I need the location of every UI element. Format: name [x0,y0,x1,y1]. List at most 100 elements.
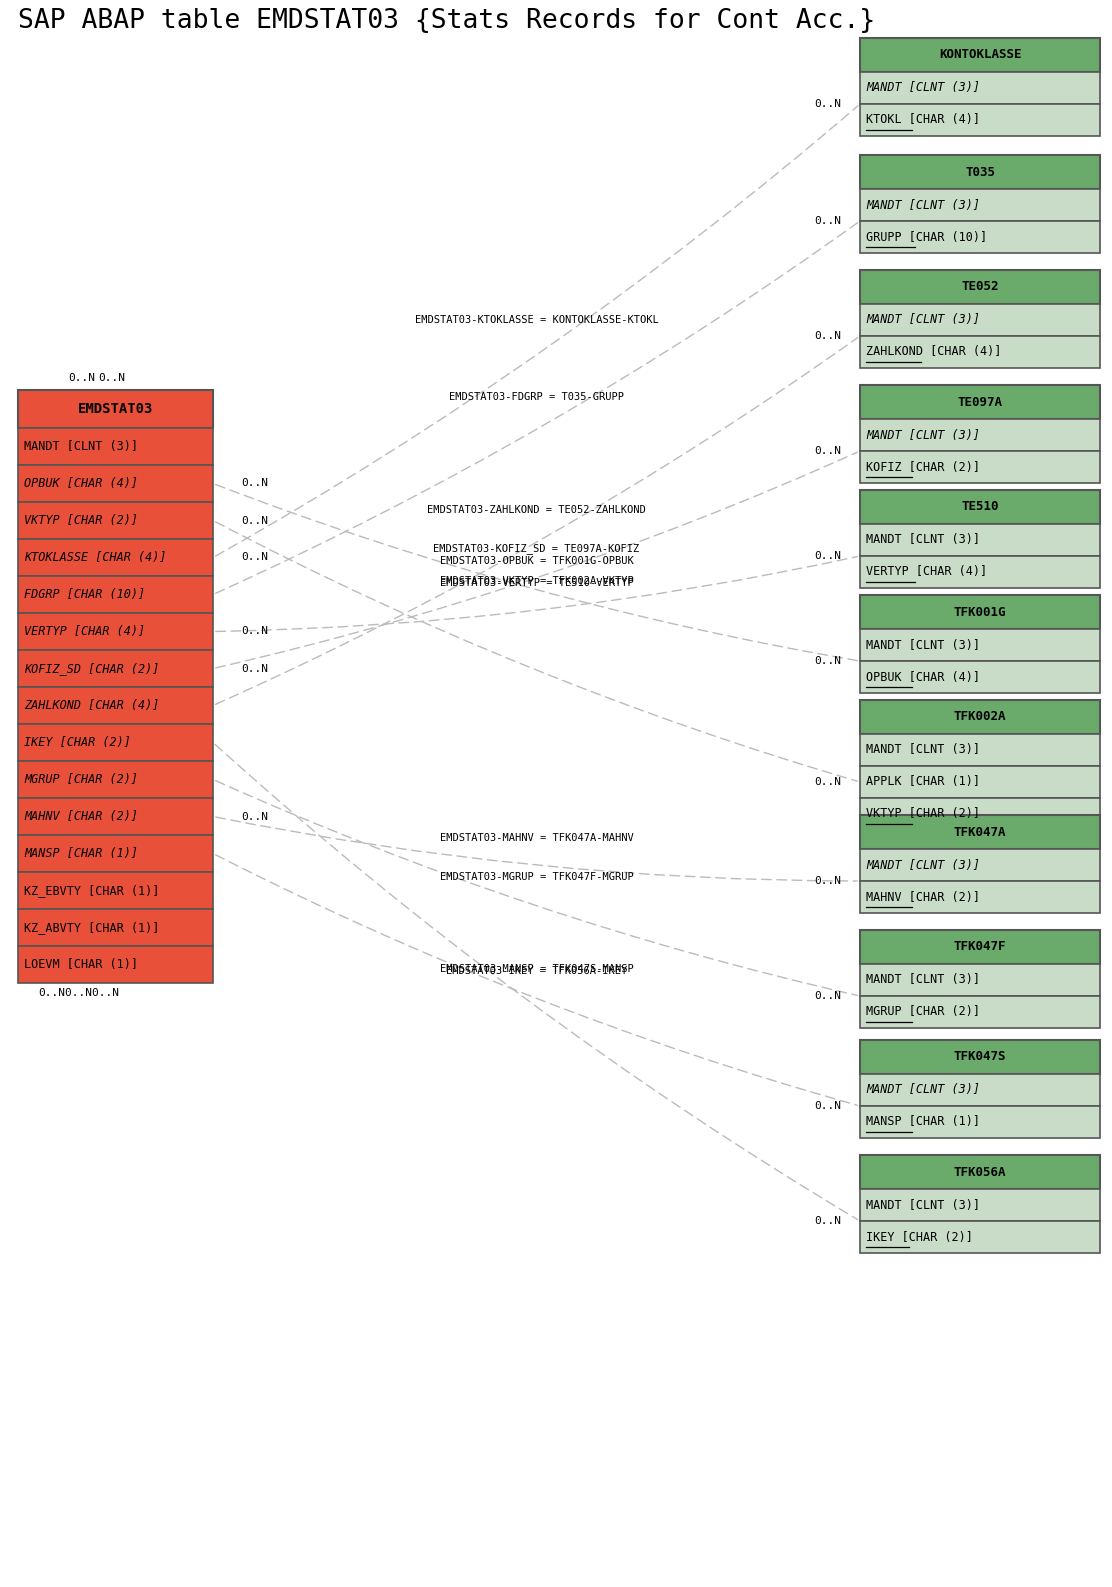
Bar [860,1106,1100,1138]
Text: MANDT [CLNT (3)]: MANDT [CLNT (3)] [866,973,980,987]
Text: TE097A: TE097A [957,395,1003,408]
Bar [18,465,214,501]
Text: EMDSTAT03-MGRUP = TFK047F-MGRUP: EMDSTAT03-MGRUP = TFK047F-MGRUP [439,871,634,882]
Text: EMDSTAT03-OPBUK = TFK001G-OPBUK: EMDSTAT03-OPBUK = TFK001G-OPBUK [439,557,634,567]
Bar [860,555,1100,589]
Text: TFK001G: TFK001G [954,606,1006,619]
Bar [860,156,1100,189]
Text: MANDT [CLNT (3)]: MANDT [CLNT (3)] [866,638,980,652]
Text: TFK002A: TFK002A [954,711,1006,724]
Text: EMDSTAT03-VKTYP = TFK002A-VKTYP: EMDSTAT03-VKTYP = TFK002A-VKTYP [439,576,634,586]
Text: MANDT [CLNT (3)]: MANDT [CLNT (3)] [866,1084,980,1097]
Bar [18,835,214,871]
Bar [18,576,214,613]
Bar [860,336,1100,368]
Text: 0..N: 0..N [98,373,125,382]
Bar [18,428,214,465]
Text: MANDT [CLNT (3)]: MANDT [CLNT (3)] [866,314,980,327]
Text: 0..N: 0..N [241,479,268,489]
Text: 0..N: 0..N [241,663,268,673]
Text: 0..N: 0..N [68,373,95,382]
Text: EMDSTAT03-FDGRP = T035-GRUPP: EMDSTAT03-FDGRP = T035-GRUPP [449,392,624,402]
Bar [18,540,214,576]
Bar [860,1155,1100,1189]
Bar [860,930,1100,963]
Bar [860,1074,1100,1106]
Text: KONTOKLASSE: KONTOKLASSE [939,49,1021,62]
Bar [18,613,214,651]
Text: EMDSTAT03-MAHNV = TFK047A-MAHNV: EMDSTAT03-MAHNV = TFK047A-MAHNV [439,833,634,843]
Text: MANDT [CLNT (3)]: MANDT [CLNT (3)] [24,440,138,452]
Text: VKTYP [CHAR (2)]: VKTYP [CHAR (2)] [866,808,980,820]
Bar [860,451,1100,482]
Text: VKTYP [CHAR (2)]: VKTYP [CHAR (2)] [24,514,138,527]
Bar [860,700,1100,735]
Bar [860,963,1100,997]
Text: TE052: TE052 [961,281,999,294]
Bar [18,687,214,724]
Text: EMDSTAT03-KTOKLASSE = KONTOKLASSE-KTOKL: EMDSTAT03-KTOKLASSE = KONTOKLASSE-KTOKL [415,314,658,325]
Text: ZAHLKOND [CHAR (4)]: ZAHLKOND [CHAR (4)] [866,346,1002,359]
Bar [860,662,1100,694]
Text: 0..N: 0..N [814,778,842,787]
Bar [860,735,1100,767]
Bar [18,798,214,835]
Bar [860,767,1100,798]
Bar [860,628,1100,662]
Bar [860,881,1100,913]
Bar [860,997,1100,1028]
Text: 0..N: 0..N [814,1216,842,1227]
Text: MGRUP [CHAR (2)]: MGRUP [CHAR (2)] [866,1006,980,1019]
Text: OPBUK [CHAR (4)]: OPBUK [CHAR (4)] [866,670,980,684]
Text: EMDSTAT03: EMDSTAT03 [78,402,153,416]
Bar [860,305,1100,336]
Text: KTOKLASSE [CHAR (4)]: KTOKLASSE [CHAR (4)] [24,551,167,563]
Text: TFK056A: TFK056A [954,1165,1006,1179]
Text: 0..N: 0..N [241,811,268,822]
Text: EMDSTAT03-VERTYP = TE510-VERTYP: EMDSTAT03-VERTYP = TE510-VERTYP [439,578,634,587]
Text: KOFIZ [CHAR (2)]: KOFIZ [CHAR (2)] [866,460,980,473]
Text: VERTYP [CHAR (4)]: VERTYP [CHAR (4)] [24,625,146,638]
Bar [860,849,1100,881]
Bar [860,386,1100,419]
Text: 0..N: 0..N [814,216,842,225]
Text: MANDT [CLNT (3)]: MANDT [CLNT (3)] [866,743,980,757]
Text: 0..N: 0..N [814,98,842,110]
Bar [18,762,214,798]
Text: 0..N: 0..N [814,655,842,667]
Text: 0..N: 0..N [814,446,842,455]
Bar [860,1220,1100,1254]
Text: 0..N: 0..N [814,876,842,886]
Text: LOEVM [CHAR (1)]: LOEVM [CHAR (1)] [24,959,138,971]
Text: MAHNV [CHAR (2)]: MAHNV [CHAR (2)] [24,809,138,824]
Text: ZAHLKOND [CHAR (4)]: ZAHLKOND [CHAR (4)] [24,698,159,713]
Bar [860,816,1100,849]
Text: KZ_EBVTY [CHAR (1)]: KZ_EBVTY [CHAR (1)] [24,884,159,897]
Text: MANDT [CLNT (3)]: MANDT [CLNT (3)] [866,81,980,95]
Bar [860,1189,1100,1220]
Bar [18,651,214,687]
Bar [18,724,214,762]
Text: SAP ABAP table EMDSTAT03 {Stats Records for Cont Acc.}: SAP ABAP table EMDSTAT03 {Stats Records … [18,8,875,33]
Bar [18,501,214,540]
Bar [860,490,1100,524]
Text: 0..N: 0..N [241,552,268,562]
Bar [18,871,214,909]
Text: 0..N0..N0..N: 0..N0..N0..N [38,989,119,998]
Text: EMDSTAT03-KOFIZ_SD = TE097A-KOFIZ: EMDSTAT03-KOFIZ_SD = TE097A-KOFIZ [434,543,639,554]
Text: 0..N: 0..N [241,627,268,636]
Text: IKEY [CHAR (2)]: IKEY [CHAR (2)] [24,736,131,749]
Text: MANDT [CLNT (3)]: MANDT [CLNT (3)] [866,1198,980,1211]
Text: MANDT [CLNT (3)]: MANDT [CLNT (3)] [866,533,980,546]
Text: EMDSTAT03-ZAHLKOND = TE052-ZAHLKOND: EMDSTAT03-ZAHLKOND = TE052-ZAHLKOND [427,505,646,514]
Text: TE510: TE510 [961,500,999,514]
Text: 0..N: 0..N [241,516,268,525]
Text: MANSP [CHAR (1)]: MANSP [CHAR (1)] [24,847,138,860]
Bar [18,390,214,428]
Bar [860,221,1100,252]
Text: VERTYP [CHAR (4)]: VERTYP [CHAR (4)] [866,565,987,579]
Text: EMDSTAT03-MANSP = TFK047S-MANSP: EMDSTAT03-MANSP = TFK047S-MANSP [439,963,634,974]
Bar [860,1039,1100,1074]
Text: APPLK [CHAR (1)]: APPLK [CHAR (1)] [866,776,980,789]
Text: GRUPP [CHAR (10)]: GRUPP [CHAR (10)] [866,230,987,243]
